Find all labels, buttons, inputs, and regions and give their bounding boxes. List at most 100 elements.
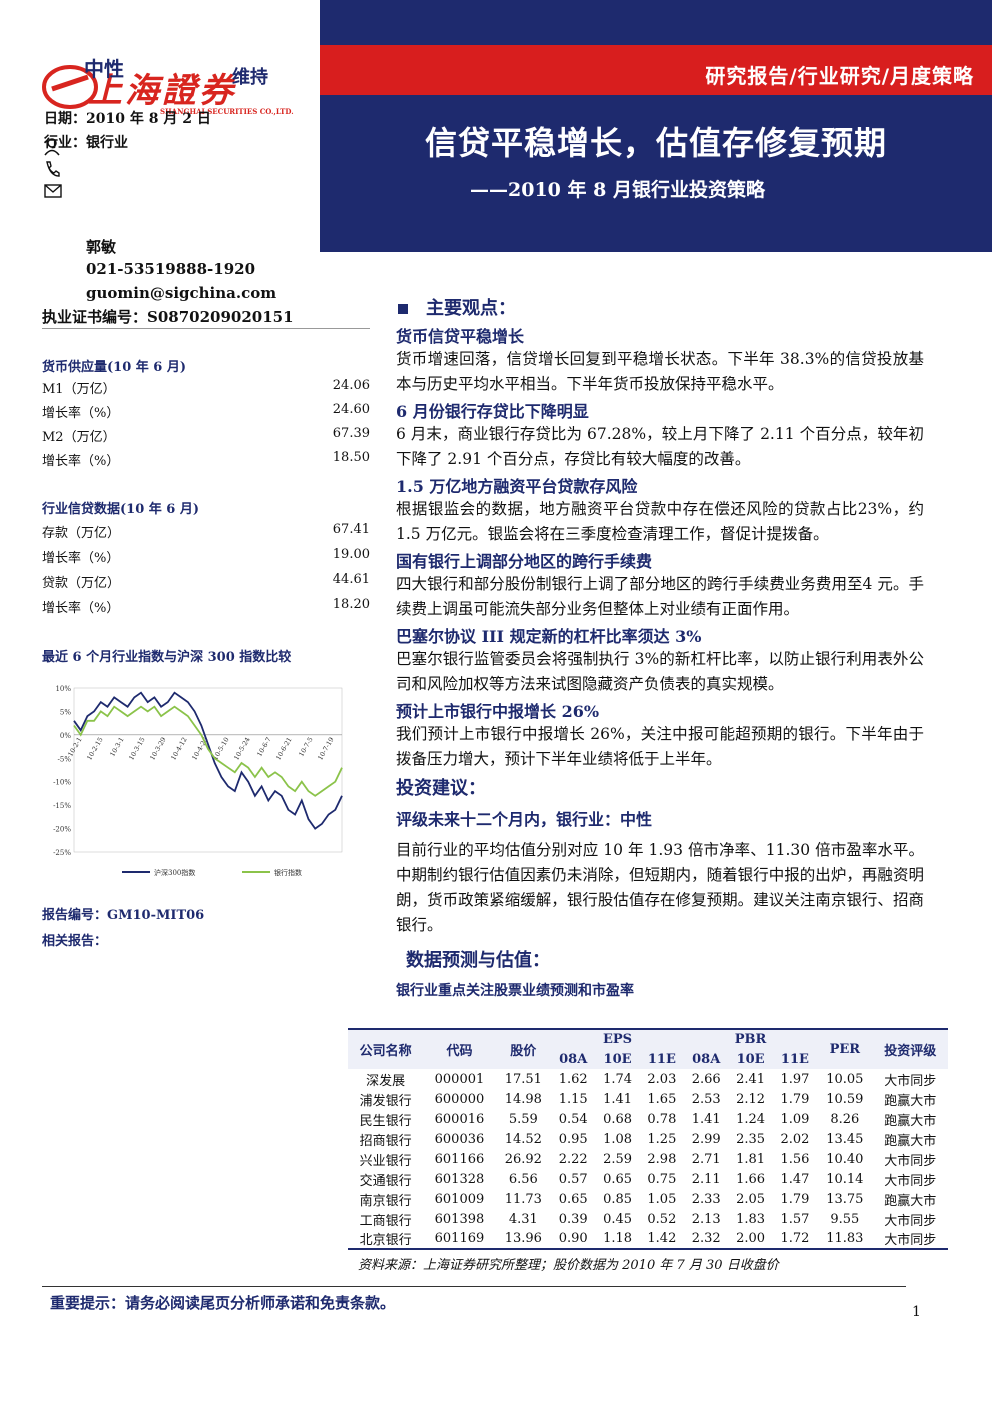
table-cell: 13.45 — [826, 1131, 864, 1147]
table-row: 北京银行 601169 13.96 0.90 1.18 1.42 2.32 2.00 1.72 1… — [348, 1229, 948, 1250]
table-cell: 600016 — [434, 1111, 485, 1127]
table-cell: 601166 — [434, 1151, 485, 1167]
table-cell: 2.99 — [691, 1131, 721, 1147]
th-eps-11e: 11E — [639, 1049, 685, 1069]
money-supply-label: M1（万亿） — [42, 382, 116, 397]
table-cell: 10.05 — [826, 1071, 864, 1087]
table-row: 浦发银行 600000 14.98 1.15 1.41 1.65 2.53 2.12 1.79 1… — [348, 1089, 948, 1109]
table-cell: 9.55 — [830, 1211, 860, 1227]
th-per: PER — [817, 1028, 873, 1069]
table-cell: 2.53 — [691, 1091, 721, 1107]
money-supply-row: 增长率（%） 18.50 — [42, 450, 370, 469]
table-cell: 0.52 — [647, 1211, 677, 1227]
table-cell: 1.18 — [595, 1229, 640, 1250]
report-number: 报告编号：GM10-MIT06 — [42, 908, 205, 923]
credit-data-title: 行业信贷数据(10 年 6 月) — [42, 502, 200, 517]
table-cell: 2.33 — [691, 1191, 721, 1207]
point-title: 巴塞尔协议 III 规定新的杠杆比率须达 3% — [396, 627, 702, 646]
y-tick-label: -20% — [53, 826, 71, 834]
report-category: 研究报告/行业研究/月度策略 — [705, 64, 974, 88]
x-tick-label: 10-7-5 — [297, 736, 314, 758]
point-text: 货币增速回落，信贷增长回复到平稳增长状态。下半年 38.3%的信贷投放基本与历史… — [396, 350, 924, 393]
table-cell: 1.74 — [603, 1071, 633, 1087]
header-block — [320, 0, 992, 252]
money-supply-value: 18.50 — [332, 450, 370, 465]
table-cell: 5.59 — [508, 1111, 538, 1127]
x-tick-label: 10-3-1 — [108, 736, 125, 758]
table-cell: 1.25 — [647, 1131, 677, 1147]
table-cell: 10.14 — [826, 1171, 864, 1187]
table-cell: 2.00 — [728, 1229, 773, 1250]
investment-advice-heading: 投资建议： — [396, 778, 486, 799]
phone-icon — [46, 161, 60, 177]
analyst-cert: 执业证书编号：S0870209020151 — [42, 308, 294, 326]
table-cell: 0.65 — [603, 1171, 633, 1187]
credit-data-label: 贷款（万亿） — [42, 576, 121, 591]
money-supply-label: 增长率（%） — [42, 454, 120, 469]
table-cell: 600000 — [434, 1091, 485, 1107]
table-cell: 大市同步 — [872, 1229, 948, 1250]
table-cell: 6.56 — [508, 1171, 538, 1187]
analyst-email: guomin@sigchina.com — [86, 284, 277, 302]
chart-plot-area — [73, 687, 343, 853]
x-tick-label: 10-3-29 — [148, 736, 167, 762]
bullet-square-icon — [398, 304, 408, 314]
table-cell: 0.45 — [603, 1211, 633, 1227]
table-cell: 1.15 — [558, 1091, 588, 1107]
table-cell: 1.41 — [691, 1111, 721, 1127]
credit-data-label: 增长率（%） — [42, 601, 120, 616]
point-title: 6 月份银行存贷比下降明显 — [396, 402, 589, 421]
table-cell: 大市同步 — [884, 1173, 937, 1189]
table-cell: 2.66 — [691, 1071, 721, 1087]
x-tick-label: 10-2-15 — [85, 736, 104, 762]
table-cell: 4.31 — [508, 1211, 538, 1227]
table-cell: 深发展 — [366, 1073, 406, 1089]
table-cell: 工商银行 — [359, 1213, 412, 1229]
table-cell: 2.05 — [736, 1191, 766, 1207]
money-supply-label: M2（万亿） — [42, 430, 116, 445]
table-title: 银行业重点关注股票业绩预测和市盈率 — [396, 983, 634, 999]
th-company: 公司名称 — [348, 1028, 424, 1069]
table-cell: 1.65 — [647, 1091, 677, 1107]
point-title: 货币信贷平稳增长 — [396, 327, 525, 346]
x-tick-label: 10-6-21 — [274, 736, 293, 762]
table-cell: 1.24 — [736, 1111, 766, 1127]
money-supply-title: 货币供应量(10 年 6 月) — [42, 360, 187, 375]
table-cell: 0.75 — [647, 1171, 677, 1187]
legend-label: 沪深300指数 — [154, 868, 195, 877]
table-cell: 13.75 — [826, 1191, 864, 1207]
y-tick-label: -10% — [53, 779, 71, 787]
table-cell: 2.41 — [736, 1071, 766, 1087]
money-supply-label: 增长率（%） — [42, 406, 120, 421]
point-text: 根据银监会的数据，地方融资平台贷款中存在偿还风险的贷款占比23%，约 1.5 万… — [396, 500, 924, 543]
logo-emblem-icon — [42, 65, 98, 109]
point-title: 1.5 万亿地方融资平台贷款存风险 — [396, 477, 638, 496]
table-cell: 601398 — [434, 1211, 485, 1227]
legend-label: 银行指数 — [274, 868, 302, 877]
point-text: 巴塞尔银行监管委员会将强制执行 3%的新杠杆比率，以防止银行利用表外公司和风险加… — [396, 650, 924, 693]
table-cell: 跑赢大市 — [884, 1193, 937, 1209]
table-cell: 600036 — [434, 1131, 485, 1147]
x-tick-label: 10-6-7 — [255, 736, 272, 758]
table-cell: 8.26 — [830, 1111, 860, 1127]
table-cell: 11.73 — [504, 1191, 542, 1207]
table-row: 交通银行 601328 6.56 0.57 0.65 0.75 2.11 1.66 1.47 10… — [348, 1169, 948, 1189]
series-line — [73, 691, 343, 830]
page-number: 1 — [912, 1304, 921, 1320]
table-cell: 0.54 — [558, 1111, 588, 1127]
footer-divider — [42, 1286, 906, 1287]
th-pbr-11e: 11E — [772, 1049, 818, 1069]
table-cell: 2.59 — [603, 1151, 633, 1167]
point-title: 预计上市银行中报增长 26% — [396, 702, 600, 721]
table-cell: 0.65 — [558, 1191, 588, 1207]
x-tick-label: 10-5-24 — [232, 736, 251, 762]
main-points-heading: 主要观点： — [398, 294, 516, 320]
advice-text: 目前行业的平均估值分别对应 10 年 1.93 倍市净率、11.30 倍市盈率水… — [396, 841, 924, 934]
money-supply-value: 24.06 — [332, 378, 370, 393]
table-cell: 1.66 — [736, 1171, 766, 1187]
table-cell: 跑赢大市 — [884, 1113, 937, 1129]
y-tick-label: 10% — [55, 685, 71, 693]
y-tick-label: -5% — [58, 755, 72, 763]
money-supply-row: 增长率（%） 24.60 — [42, 402, 370, 421]
table-cell: 1.79 — [780, 1191, 810, 1207]
